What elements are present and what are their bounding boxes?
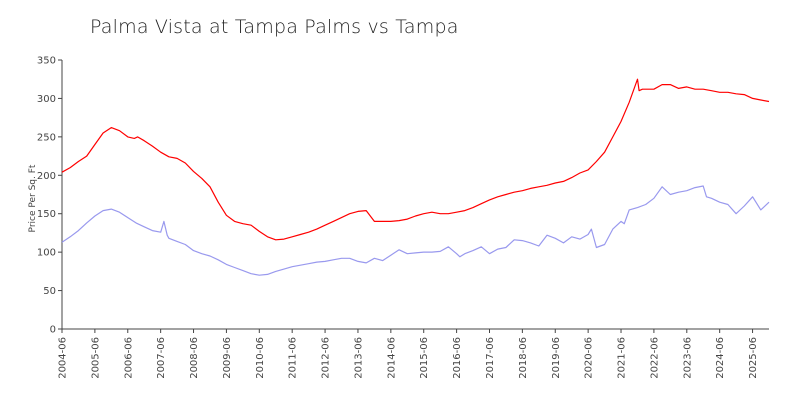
x-tick-label: 2017-06 — [485, 337, 496, 379]
x-tick-label: 2020-06 — [584, 337, 595, 379]
y-tick-label: 250 — [37, 132, 56, 143]
x-tick-label: 2018-06 — [518, 337, 529, 379]
x-tick-label: 2011-06 — [288, 337, 299, 379]
x-tick-label: 2025-06 — [748, 337, 759, 379]
x-tick-label: 2004-06 — [58, 337, 69, 379]
y-tick-label: 100 — [37, 248, 56, 259]
chart-axes — [61, 60, 769, 330]
x-tick-label: 2022-06 — [649, 337, 660, 379]
x-tick-label: 2005-06 — [90, 337, 101, 379]
y-axis-label: Price Per Sq. Ft — [28, 164, 38, 232]
y-ticks: 0 50 100 150 200 250 300 350 — [37, 56, 62, 336]
x-ticks: 2004-06 2005-06 2006-06 2007-06 2008-06 2009-… — [58, 329, 759, 379]
x-tick-label: 2014-06 — [386, 337, 397, 379]
y-tick-label: 50 — [43, 286, 56, 297]
y-tick-label: 0 — [50, 325, 56, 336]
x-tick-label: 2016-06 — [452, 337, 463, 379]
x-tick-label: 2015-06 — [419, 337, 430, 379]
series-lines — [61, 78, 770, 276]
y-tick-label: 200 — [37, 171, 56, 182]
chart-title: Palma Vista at Tampa Palms vs Tampa — [90, 16, 459, 38]
x-tick-label: 2024-06 — [715, 337, 726, 379]
y-tick-label: 300 — [37, 94, 56, 105]
x-tick-label: 2008-06 — [189, 337, 200, 379]
series-line-palma-vista — [61, 78, 770, 241]
x-tick-label: 2019-06 — [551, 337, 562, 379]
x-tick-label: 2021-06 — [617, 337, 628, 379]
x-tick-label: 2006-06 — [123, 337, 134, 379]
x-tick-label: 2023-06 — [682, 337, 693, 379]
y-tick-label: 350 — [37, 56, 56, 67]
y-tick-label: 150 — [37, 209, 56, 220]
x-tick-label: 2007-06 — [156, 337, 167, 379]
x-tick-label: 2013-06 — [353, 337, 364, 379]
x-tick-label: 2012-06 — [321, 337, 332, 379]
x-tick-label: 2009-06 — [222, 337, 233, 379]
x-tick-label: 2010-06 — [255, 337, 266, 379]
series-line-tampa — [61, 185, 770, 276]
